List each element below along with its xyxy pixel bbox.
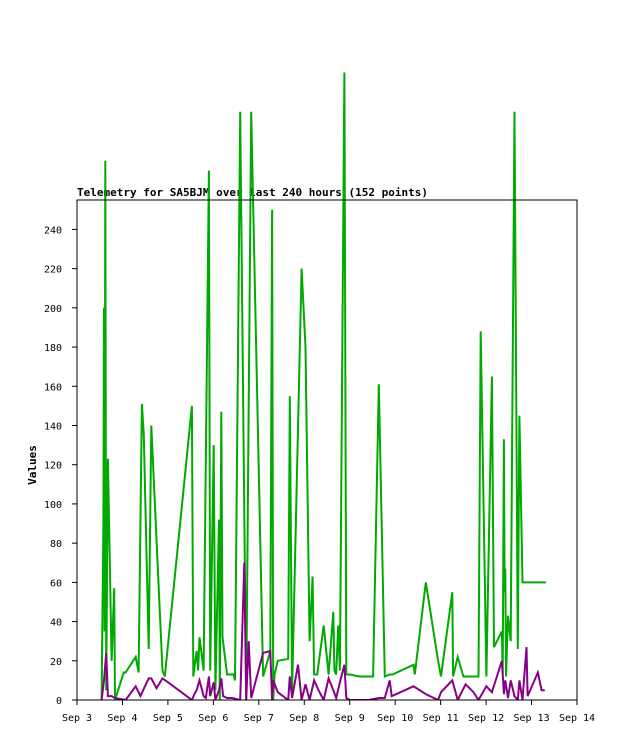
x-tick-label: Sep 8: [289, 713, 319, 724]
x-tick-label: Sep 6: [198, 713, 228, 724]
axes-layer: Sep 3 Sep 4 Sep 5 Sep 6 Sep 7 Sep 8 Sep 9 Sep 1…: [44, 225, 595, 724]
y-tick-label: 240: [44, 225, 62, 236]
series-line-2: [100, 562, 545, 700]
y-tick-label: 120: [44, 461, 62, 472]
x-tick-label: Sep 12: [468, 713, 504, 724]
plot-frame: [76, 199, 578, 701]
y-tick-label: 20: [50, 657, 62, 668]
x-tick-label: Sep 13: [513, 713, 549, 724]
y-tick-label: 100: [44, 500, 62, 511]
y-tick-label: 40: [50, 618, 62, 629]
y-tick-label: 160: [44, 382, 62, 393]
series-layer: [100, 72, 546, 700]
y-tick-label: 80: [50, 539, 62, 550]
x-tick-label: Sep 11: [423, 713, 459, 724]
y-tick-label: 0: [56, 696, 62, 707]
y-axis-label: Values: [26, 445, 39, 485]
y-tick-label: 180: [44, 343, 62, 354]
x-tick-label: Sep 3: [62, 713, 92, 724]
x-tick-label: Sep 7: [244, 713, 274, 724]
y-tick-label: 60: [50, 578, 62, 589]
x-tick-label: Sep 4: [107, 713, 137, 724]
x-tick-label: Sep 14: [559, 713, 595, 724]
series-line-1: [100, 72, 546, 700]
x-tick-label: Sep 10: [377, 713, 413, 724]
y-tick-label: 220: [44, 265, 62, 276]
y-tick-label: 200: [44, 304, 62, 315]
x-tick-label: Sep 5: [153, 713, 183, 724]
x-tick-label: Sep 9: [335, 713, 365, 724]
y-tick-label: 140: [44, 421, 62, 432]
